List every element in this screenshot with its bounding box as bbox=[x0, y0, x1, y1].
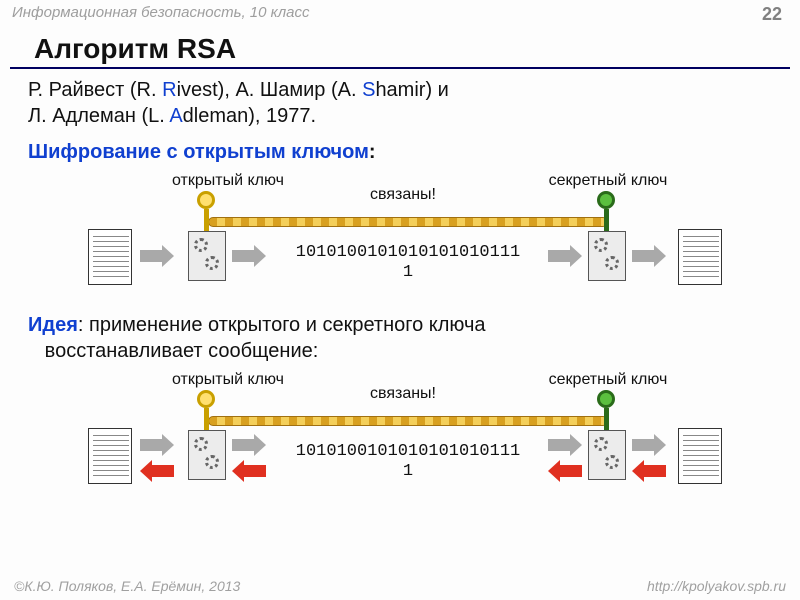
arrow-icon bbox=[232, 245, 266, 267]
encrypt-box-icon bbox=[188, 231, 226, 281]
secret-key-icon bbox=[596, 191, 616, 235]
arrow-back-icon bbox=[548, 460, 582, 482]
public-key-label: открытый ключ bbox=[148, 370, 308, 391]
output-doc-icon bbox=[678, 229, 722, 285]
secret-key-label: секретный ключ bbox=[528, 370, 688, 391]
footer-url: http://kpolyakov.spb.ru bbox=[647, 578, 786, 594]
slide-header: Информационная безопасность, 10 класс 22 bbox=[0, 0, 800, 25]
public-key-label: открытый ключ bbox=[148, 171, 308, 192]
slide-footer: ©К.Ю. Поляков, Е.А. Ерёмин, 2013 http://… bbox=[0, 578, 800, 594]
arrow-icon bbox=[140, 245, 174, 267]
ciphertext: 1010100101010101010111 1 bbox=[268, 442, 548, 481]
output-doc-icon bbox=[678, 428, 722, 484]
course-label: Информационная безопасность, 10 класс bbox=[12, 4, 310, 25]
linked-label: связаны! bbox=[348, 384, 458, 405]
encryption-diagram: открытый ключ связаны! секретный ключ 10… bbox=[28, 171, 782, 306]
arrow-icon bbox=[548, 245, 582, 267]
secret-key-label: секретный ключ bbox=[528, 171, 688, 192]
slide-title: Алгоритм RSA bbox=[10, 25, 790, 69]
secret-key-icon bbox=[596, 390, 616, 434]
arrow-icon bbox=[632, 434, 666, 456]
linked-label: связаны! bbox=[348, 185, 458, 206]
arrow-icon bbox=[140, 434, 174, 456]
page-number: 22 bbox=[762, 4, 782, 25]
idea-diagram: открытый ключ связаны! секретный ключ 10… bbox=[28, 370, 782, 505]
chain-icon bbox=[208, 416, 608, 426]
ciphertext: 1010100101010101010111 1 bbox=[268, 243, 548, 282]
public-key-icon bbox=[196, 390, 216, 434]
chain-icon bbox=[208, 217, 608, 227]
encrypt-box-icon bbox=[188, 430, 226, 480]
arrow-icon bbox=[232, 434, 266, 456]
encryption-heading: Шифрование с открытым ключом: bbox=[28, 139, 782, 165]
authors-line: Р. Райвест (R. Rivest), А. Шамир (A. Sha… bbox=[28, 77, 782, 129]
arrow-back-icon bbox=[140, 460, 174, 482]
copyright: ©К.Ю. Поляков, Е.А. Ерёмин, 2013 bbox=[14, 578, 240, 594]
arrow-icon bbox=[548, 434, 582, 456]
arrow-back-icon bbox=[232, 460, 266, 482]
decrypt-box-icon bbox=[588, 430, 626, 480]
arrow-icon bbox=[632, 245, 666, 267]
idea-text: Идея: применение открытого и секретного … bbox=[28, 312, 782, 364]
plaintext-doc-icon bbox=[88, 229, 132, 285]
arrow-back-icon bbox=[632, 460, 666, 482]
public-key-icon bbox=[196, 191, 216, 235]
decrypt-box-icon bbox=[588, 231, 626, 281]
plaintext-doc-icon bbox=[88, 428, 132, 484]
